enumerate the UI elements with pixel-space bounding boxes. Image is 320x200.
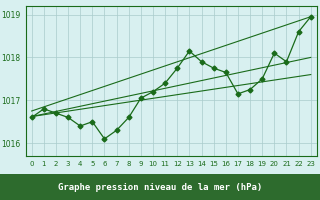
Text: Graphe pression niveau de la mer (hPa): Graphe pression niveau de la mer (hPa) — [58, 182, 262, 192]
